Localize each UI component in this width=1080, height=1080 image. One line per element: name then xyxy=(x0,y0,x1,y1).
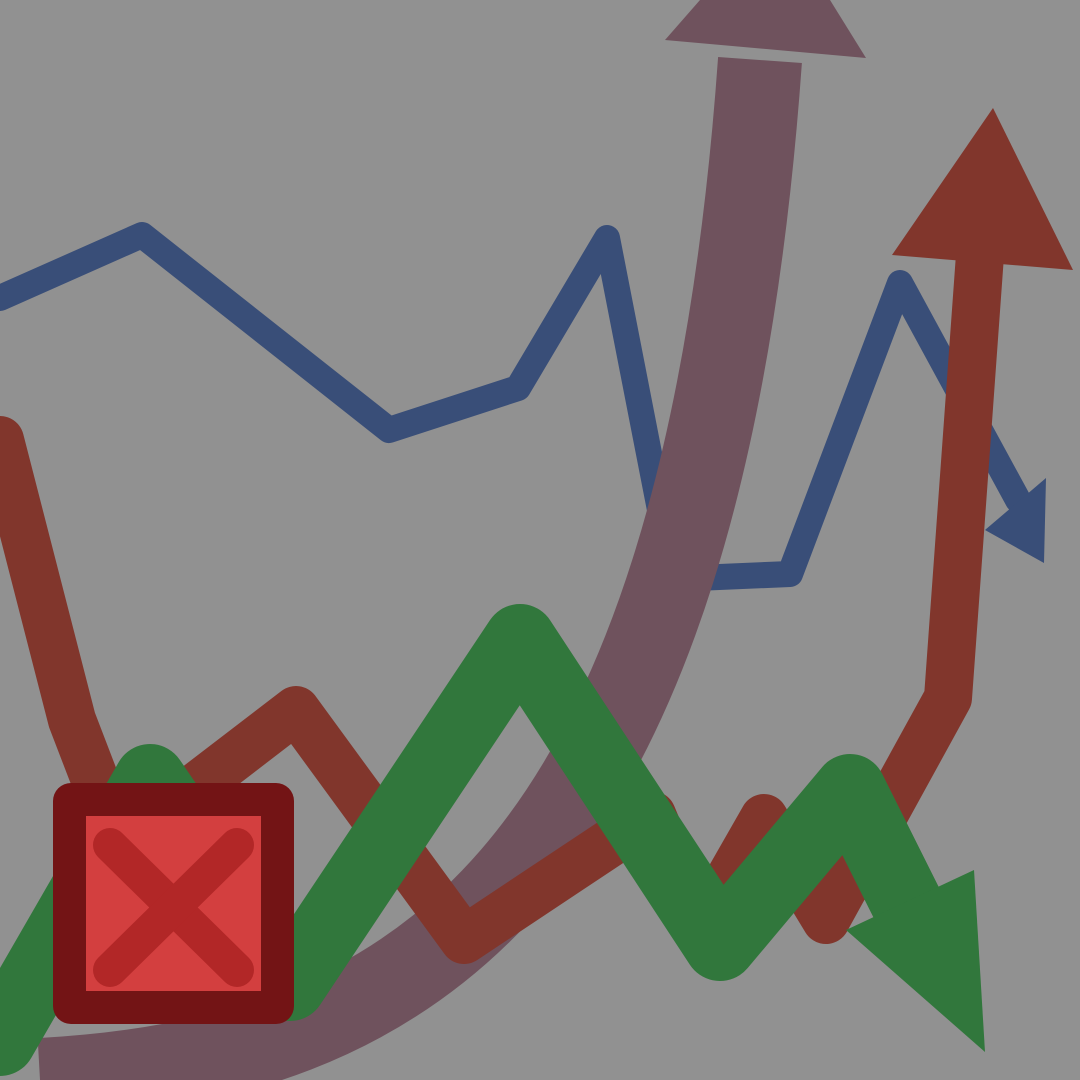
green-arrow-head xyxy=(846,870,985,1052)
close-icon xyxy=(93,828,254,987)
blue-zigzag-line xyxy=(0,222,1046,591)
green-zigzag-line xyxy=(0,604,985,1076)
blue-arrow-head xyxy=(985,478,1046,563)
red-arrow-head xyxy=(892,108,1073,270)
mauve-arrow-head xyxy=(665,0,866,58)
close-badge xyxy=(53,783,294,1024)
mauve-curved-line xyxy=(37,0,866,1080)
